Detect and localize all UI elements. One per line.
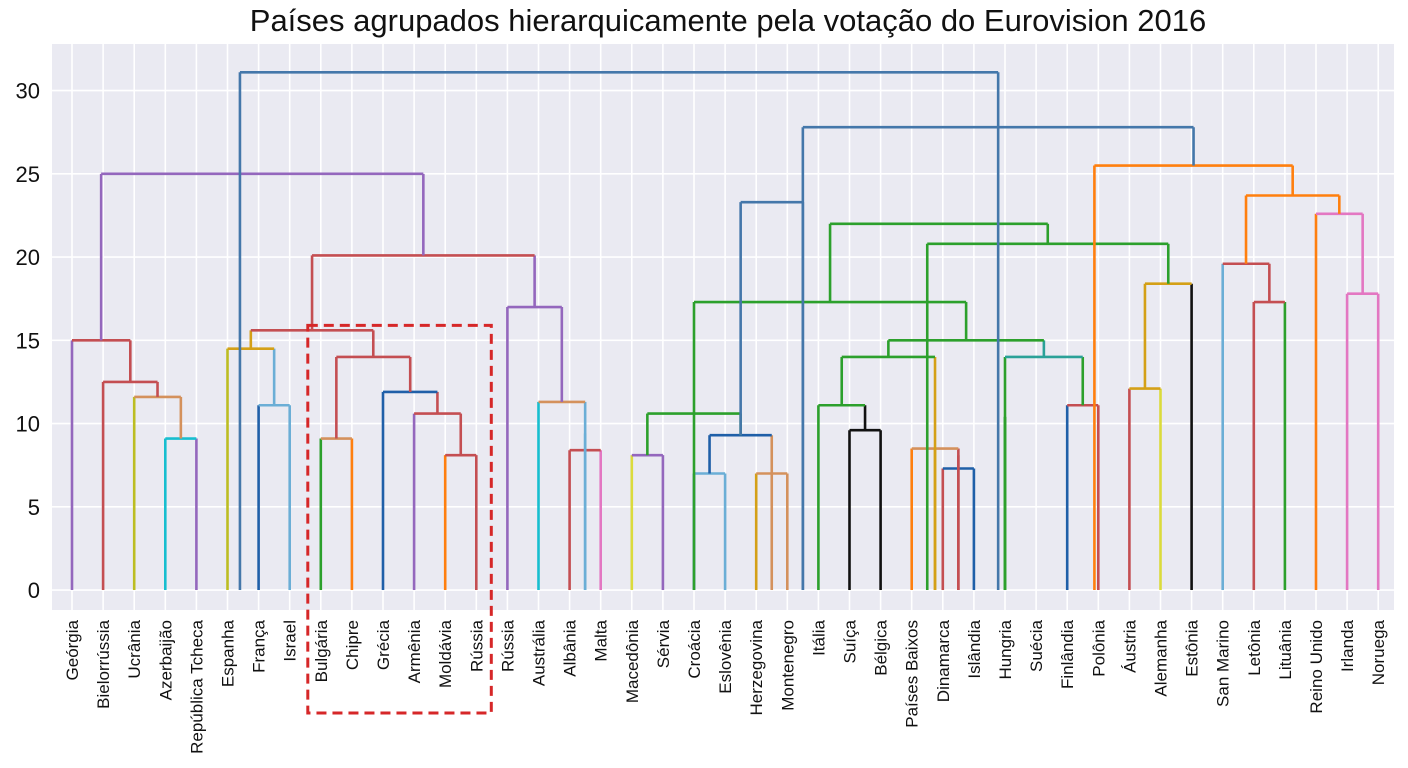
y-tick-label-5: 25 — [16, 162, 40, 187]
leaf-label-27: Países Baixos — [903, 620, 922, 728]
leaf-label-12: Moldávia — [436, 619, 455, 688]
leaf-label-16: Albânia — [561, 619, 580, 676]
dendrogram-links — [70, 71, 1380, 591]
leaf-label-5: Espanha — [219, 619, 238, 687]
leaf-label-20: Croácia — [685, 619, 704, 678]
leaf-label-26: Bélgica — [872, 619, 891, 675]
highlight-rect — [306, 323, 493, 715]
leaf-label-41: Irlanda — [1338, 619, 1357, 672]
leaf-label-39: Lituânia — [1276, 619, 1295, 679]
leaf-label-19: Sérvia — [654, 619, 673, 668]
leaf-label-33: Polônia — [1089, 619, 1108, 676]
leaf-label-23: Montenegro — [778, 620, 797, 711]
leaf-label-32: Finlândia — [1058, 619, 1077, 689]
y-tick-label-3: 15 — [16, 328, 40, 353]
y-tick-label-0: 0 — [28, 578, 40, 603]
leaf-label-0: Geórgia — [63, 619, 82, 680]
leaf-label-3: Azerbaijão — [156, 620, 175, 700]
leaf-label-29: Islândia — [965, 619, 984, 678]
leaf-label-36: Estônia — [1183, 619, 1202, 676]
leaf-label-18: Macedônia — [623, 619, 642, 703]
leaf-label-2: Ucrânia — [125, 619, 144, 678]
leaf-label-11: Armênia — [405, 619, 424, 683]
leaf-label-15: Austrália — [530, 619, 549, 686]
leaf-label-38: Letônia — [1245, 619, 1264, 675]
leaf-labels: Geórgia Bielorrússia Ucrânia Azerbaijão Repú… — [63, 619, 1388, 753]
plot-background — [52, 44, 1394, 610]
y-tick-label-6: 30 — [16, 79, 40, 104]
leaf-label-8: Bulgária — [312, 619, 331, 682]
leaf-label-4: República Tcheca — [187, 619, 206, 753]
chart-title: Países agrupados hierarquicamente pela v… — [250, 3, 1206, 38]
leaf-label-13: Rússia — [467, 619, 486, 672]
highlight-box — [306, 323, 493, 715]
leaf-label-25: Suíça — [841, 619, 860, 663]
leaf-label-22: Herzegovina — [747, 619, 766, 715]
leaf-label-40: Reino Unido — [1307, 620, 1326, 714]
leaf-label-24: Itália — [809, 619, 828, 655]
leaf-label-7: Israel — [281, 620, 300, 662]
leaf-label-35: Alemanha — [1152, 619, 1171, 696]
leaf-label-9: Chipre — [343, 620, 362, 670]
leaf-label-31: Suécia — [1027, 619, 1046, 672]
leaf-label-6: França — [250, 619, 269, 672]
leaf-label-17: Malta — [592, 619, 611, 661]
y-tick-label-2: 10 — [16, 412, 40, 437]
leaf-label-30: Hungria — [996, 619, 1015, 679]
leaf-label-1: Bielorrússia — [94, 619, 113, 708]
y-tick-label-4: 20 — [16, 245, 40, 270]
leaf-label-21: Eslovênia — [716, 619, 735, 693]
leaf-label-42: Noruega — [1369, 619, 1388, 685]
leaf-label-14: Rússia — [498, 619, 517, 672]
leaf-label-37: San Marino — [1214, 620, 1233, 707]
leaf-label-28: Dinamarca — [934, 619, 953, 702]
leaf-label-34: Áustria — [1120, 619, 1139, 672]
leaf-label-10: Grécia — [374, 619, 393, 670]
y-tick-label-1: 5 — [28, 495, 40, 520]
y-axis-ticks: 0 5 10 15 20 25 30 — [16, 79, 40, 603]
